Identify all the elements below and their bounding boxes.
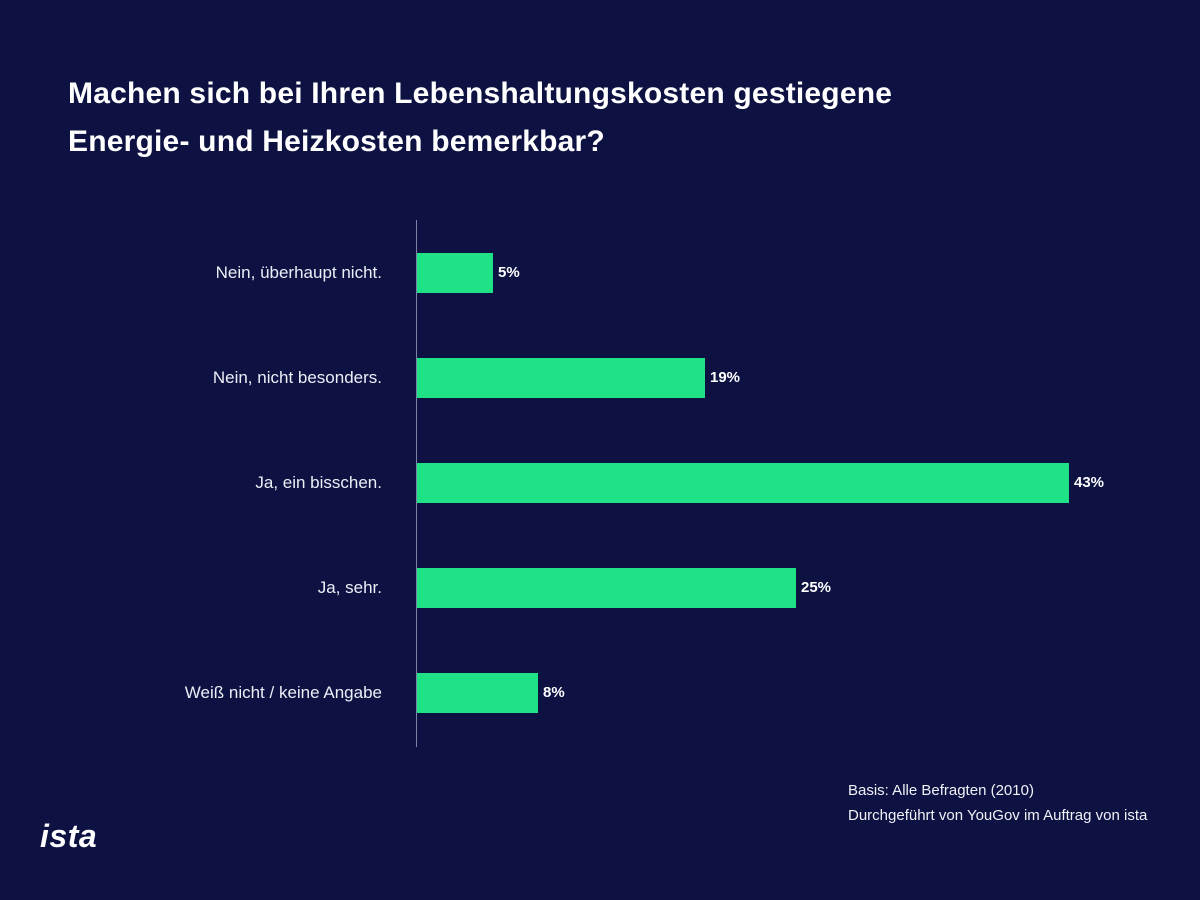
bar-chart: Nein, überhaupt nicht. 5% Nein, nicht be…: [60, 220, 1190, 747]
bar-area: 8%: [400, 672, 1190, 713]
category-label: Nein, überhaupt nicht.: [215, 262, 382, 282]
ista-logo: ista: [40, 818, 98, 854]
bar-row: Nein, nicht besonders. 19%: [60, 325, 1190, 430]
category-label: Ja, ein bisschen.: [255, 472, 382, 492]
source-note: Basis: Alle Befragten (2010) Durchgeführ…: [848, 778, 1147, 828]
category-label: Ja, sehr.: [317, 577, 382, 597]
source-conducted-by: Durchgeführt von YouGov im Auftrag von i…: [848, 807, 1148, 824]
bar: [417, 357, 705, 398]
bar: [417, 252, 493, 293]
bar-value-label: 5%: [498, 264, 520, 281]
bar-row: Ja, ein bisschen. 43%: [60, 430, 1190, 535]
bar: [417, 672, 538, 713]
bar-value-label: 25%: [801, 579, 832, 596]
bar-row: Nein, überhaupt nicht. 5%: [60, 220, 1190, 325]
bar-row: Ja, sehr. 25%: [60, 535, 1190, 640]
bar: [417, 462, 1069, 503]
chart-title: Machen sich bei Ihren Lebenshaltungskost…: [68, 70, 1028, 166]
category-label: Nein, nicht besonders.: [212, 367, 382, 387]
bar-value-label: 19%: [710, 369, 741, 386]
bar-area: 43%: [400, 462, 1190, 503]
bar-row: Weiß nicht / keine Angabe 8%: [60, 640, 1190, 745]
chart-title-line1: Machen sich bei Ihren Lebenshaltungskost…: [68, 77, 893, 110]
source-basis: Basis: Alle Befragten (2010): [848, 782, 1034, 799]
bar-area: 5%: [400, 252, 1190, 293]
bar-area: 19%: [400, 357, 1190, 398]
bar-value-label: 43%: [1074, 474, 1105, 491]
y-axis-line: [416, 220, 417, 747]
chart-title-line2: Energie- und Heizkosten bemerkbar?: [68, 125, 605, 158]
bar-value-label: 8%: [543, 684, 565, 701]
bar-area: 25%: [400, 567, 1190, 608]
category-label: Weiß nicht / keine Angabe: [184, 682, 382, 702]
bar: [417, 567, 796, 608]
